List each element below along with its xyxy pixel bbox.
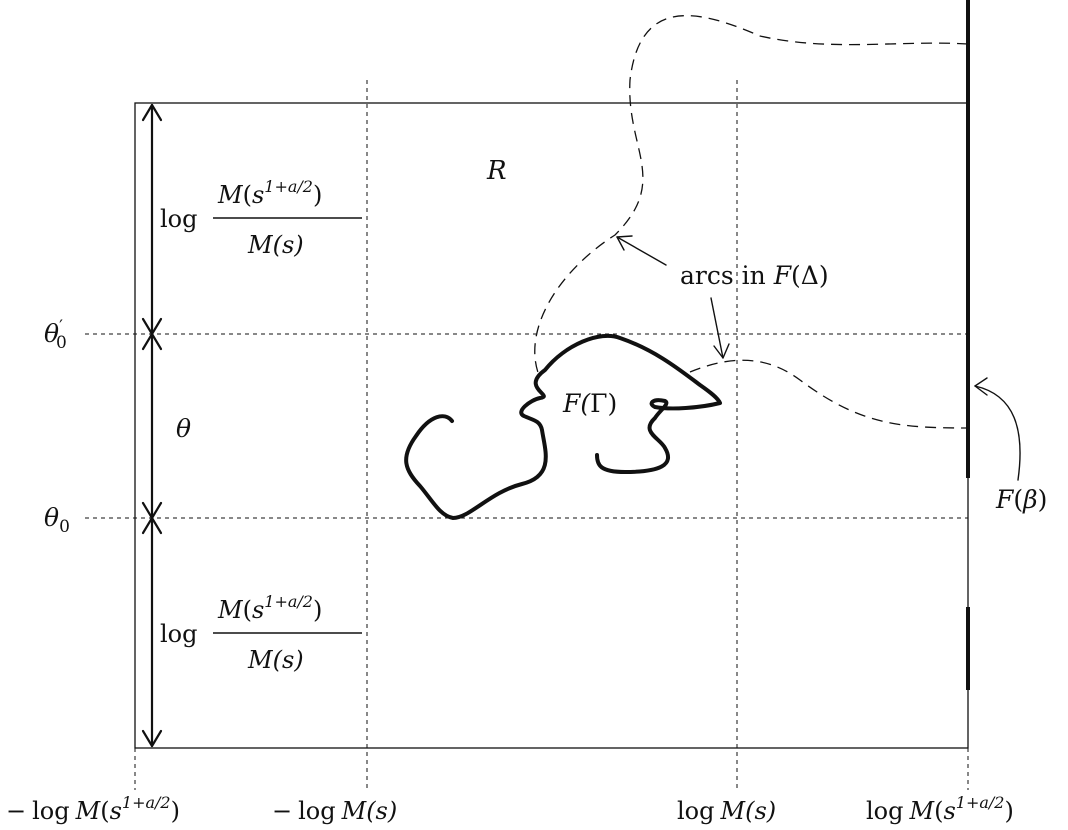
arcs-label: arcs in F(Δ) [680,261,829,290]
height-dimension-arrow [141,103,163,748]
arcs-pointer-arrow-2 [710,297,730,359]
fraction-numerator: M(s1+a/2) [217,592,322,624]
tick-neg-log-m-s-exp: − log M(s1+a/2) [6,793,180,825]
height-label-lower: log M(s1+a/2) M(s) [160,592,362,674]
curve-gamma-label: F(Γ) [562,389,617,418]
tick-log-m-s-exp: log M(s1+a/2) [866,793,1014,825]
theta0-label: θ0 [44,503,70,537]
fraction-denominator: M(s) [247,231,304,259]
fraction-numerator: M(s1+a/2) [217,177,322,209]
theta-label: θ [176,414,191,443]
theta0-prime-label: θ′ 0 [44,317,67,353]
svg-text:log: log [160,205,198,233]
tick-log-m-s: log M(s) [677,797,776,825]
height-label-upper: log M(s1+a/2) M(s) [160,177,362,259]
arcs-pointer-arrow-1 [616,235,667,266]
svg-text:log: log [160,620,198,648]
curve-gamma [404,333,722,520]
beta-pointer-arrow [974,377,1021,481]
beta-label: F(β) [995,485,1047,514]
arc-delta-upper [534,15,969,379]
fraction-denominator: M(s) [247,646,304,674]
tick-neg-log-m-s: − log M(s) [272,797,397,825]
region-label: R [486,156,507,186]
arc-delta-lower [689,359,969,429]
